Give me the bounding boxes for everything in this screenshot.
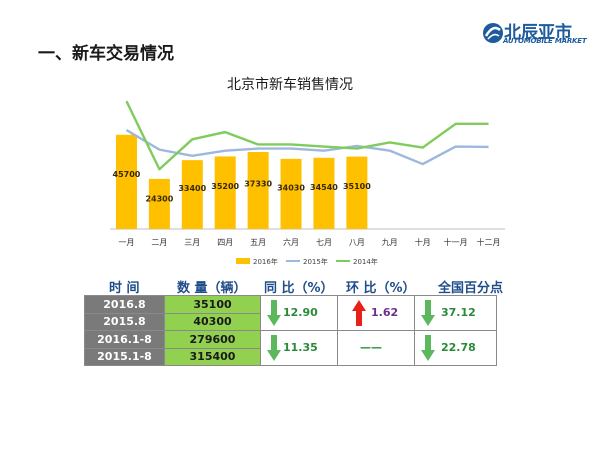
- series-line-2015年: [125, 129, 489, 166]
- table-row: 2016.8 35100 12.90 1.62 3: [84, 295, 497, 331]
- quantity-cell: 279600: [164, 330, 261, 349]
- table-row: 2015.1-8 315400: [84, 347, 497, 366]
- time-cell: 2015.1-8: [84, 347, 165, 366]
- sales-chart: 北京市新车销售情况 45700 24300 33400 35200 37330 34030…: [110, 76, 505, 266]
- table-header-national: 全国百分点: [438, 281, 504, 296]
- down-arrow-icon: [421, 335, 435, 361]
- national-cell: 37.12: [414, 295, 497, 331]
- bar-value-label: 34540: [310, 183, 338, 192]
- bar-value-label: 37330: [244, 180, 272, 189]
- table-header-mom: 环 比（%）: [346, 281, 416, 296]
- legend-label: 2014年: [353, 257, 378, 266]
- national-value: 22.78: [441, 341, 476, 354]
- legend-item: 2015年: [286, 257, 328, 266]
- x-tick-label: 五月: [250, 238, 266, 247]
- x-tick-label: 六月: [283, 237, 299, 247]
- time-cell: 2015.8: [84, 312, 165, 331]
- table-header-time: 时 间: [109, 281, 140, 296]
- legend-swatch: [236, 258, 250, 264]
- x-tick-label: 十一月: [444, 237, 468, 247]
- series-line-2014年: [125, 100, 489, 171]
- bar-七月: [313, 157, 335, 229]
- yoy-cell: 11.35: [260, 330, 338, 366]
- bar-value-label: 35100: [343, 182, 371, 191]
- quantity-cell: 315400: [164, 347, 261, 366]
- bar-八月: [346, 156, 368, 229]
- bar-value-label: 45700: [113, 170, 141, 179]
- mom-cell: ——: [337, 330, 415, 366]
- bar-一月: [115, 134, 137, 229]
- x-tick-label: 七月: [316, 238, 332, 247]
- x-tick-label: 九月: [382, 238, 398, 247]
- yoy-cell: 12.90: [260, 295, 338, 331]
- mom-cell: 1.62: [337, 295, 415, 331]
- time-cell: 2016.8: [84, 295, 165, 314]
- national-value: 37.12: [441, 306, 476, 319]
- table-header-yoy: 同 比（%）: [264, 281, 334, 296]
- x-tick-label: 十月: [415, 237, 431, 247]
- mom-value: 1.62: [371, 306, 399, 319]
- x-tick-label: 八月: [349, 238, 365, 247]
- yoy-value: 11.35: [283, 341, 318, 354]
- bar-value-label: 34030: [277, 183, 305, 192]
- up-arrow-icon: [352, 300, 366, 326]
- table-row: 2016.1-8 279600 11.35 —— 22.78: [84, 330, 497, 366]
- company-logo: 北辰亚市 AUTOMOBILE MARKET: [482, 20, 594, 50]
- time-cell: 2016.1-8: [84, 330, 165, 349]
- stats-table: 2016.8 35100 12.90 1.62 3: [84, 295, 497, 366]
- legend-item: 2014年: [336, 257, 378, 266]
- logo-chinese-name: 北辰亚市: [504, 23, 572, 43]
- logo-emblem-icon: [483, 23, 503, 43]
- down-arrow-icon: [421, 300, 435, 326]
- bar-value-label: 35200: [211, 182, 239, 191]
- chart-title: 北京市新车销售情况: [227, 76, 353, 93]
- bar-三月: [181, 160, 203, 229]
- down-arrow-icon: [267, 300, 281, 326]
- quantity-cell: 35100: [164, 295, 261, 314]
- bar-二月: [148, 178, 170, 229]
- bar-五月: [247, 152, 269, 229]
- section-heading: 一、新车交易情况: [38, 44, 174, 64]
- legend-label: 2016年: [253, 257, 278, 266]
- logo-english-name: AUTOMOBILE MARKET: [503, 37, 587, 45]
- national-cell: 22.78: [414, 330, 497, 366]
- x-tick-label: 二月: [151, 238, 167, 247]
- yoy-value: 12.90: [283, 306, 318, 319]
- bar-六月: [280, 158, 302, 229]
- table-header-quantity: 数 量（辆）: [177, 281, 247, 296]
- x-tick-label: 一月: [118, 238, 134, 247]
- legend-label: 2015年: [303, 257, 328, 266]
- bar-四月: [214, 156, 236, 229]
- mom-value: ——: [360, 341, 382, 354]
- quantity-cell: 40300: [164, 312, 261, 331]
- x-tick-label: 十二月: [477, 237, 501, 247]
- bar-value-label: 33400: [178, 184, 206, 193]
- x-tick-label: 三月: [184, 238, 200, 247]
- x-tick-label: 四月: [217, 238, 233, 247]
- legend-item: 2016年: [236, 257, 278, 266]
- bar-value-label: 24300: [145, 194, 173, 203]
- down-arrow-icon: [267, 335, 281, 361]
